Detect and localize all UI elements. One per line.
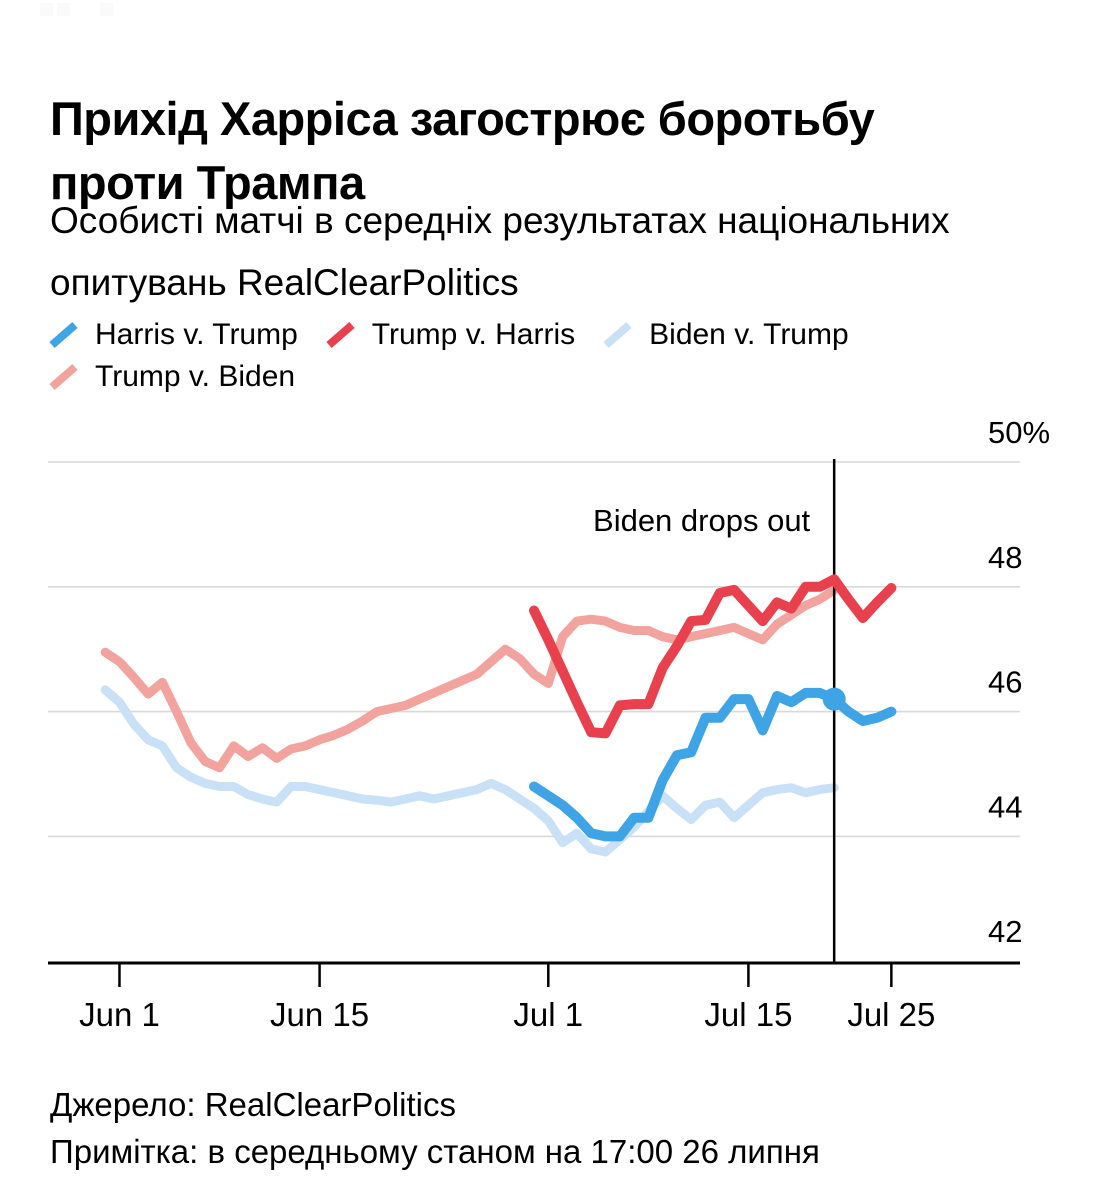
x-axis-label: Jun 15 xyxy=(270,996,369,1033)
harris-latest-point-dot xyxy=(822,687,846,711)
legend-item-trump_v_biden: Trump v. Biden xyxy=(47,360,295,394)
series-line-biden_v_trump xyxy=(100,685,839,857)
legend-item-harris_v_trump: Harris v. Trump xyxy=(47,318,298,352)
y-axis-label: 50% xyxy=(988,415,1050,450)
annotation-biden-drops-out: Biden drops out xyxy=(593,503,811,538)
x-axis-ticks: Jun 1 Jun 15 Jul 1 Jul 15 Jul 25 xyxy=(79,963,935,1033)
gridlines xyxy=(48,461,1020,838)
legend-slash-icon xyxy=(49,363,78,391)
y-axis-label: 42 xyxy=(988,914,1022,949)
legend-label: Trump v. Biden xyxy=(95,360,296,393)
watermark-square xyxy=(100,3,113,16)
series-layer-back xyxy=(100,585,839,857)
chart-subtitle: Особисті матчі в середніх результатах на… xyxy=(50,200,950,303)
note-line: Примітка: в середньому станом на 17:00 2… xyxy=(50,1133,820,1170)
series-line-trump_v_harris xyxy=(529,574,897,739)
legend-item-trump_v_harris: Trump v. Harris xyxy=(324,318,575,352)
legend-label: Harris v. Trump xyxy=(95,318,298,351)
y-axis-labels: 50% 48 46 44 42 xyxy=(988,415,1050,949)
x-axis-label: Jul 15 xyxy=(704,996,792,1033)
y-axis-label: 46 xyxy=(988,665,1022,700)
legend-slash-icon xyxy=(326,321,355,349)
page-title: Прихід Харріса загострює боротьбу проти … xyxy=(50,92,875,210)
legend-item-biden_v_trump: Biden v. Trump xyxy=(601,318,849,352)
watermark-squares xyxy=(40,3,113,16)
legend-slash-stroke xyxy=(603,321,632,349)
footer: Джерело: RealClearPolitics Примітка: в с… xyxy=(50,1081,820,1175)
x-axis-label: Jul 1 xyxy=(513,996,583,1033)
legend-label: Biden v. Trump xyxy=(649,318,849,351)
legend-slash-icon xyxy=(49,321,78,349)
legend-slash-stroke xyxy=(49,321,78,349)
y-axis-label: 48 xyxy=(988,540,1022,575)
x-axis-label: Jul 25 xyxy=(847,996,935,1033)
series-line-trump_v_biden xyxy=(100,585,839,773)
source-line: Джерело: RealClearPolitics xyxy=(50,1086,456,1123)
x-axis-label: Jun 1 xyxy=(79,996,160,1033)
legend-slash-stroke xyxy=(49,363,78,391)
legend-slash-stroke xyxy=(326,321,355,349)
watermark-square xyxy=(40,3,53,16)
y-axis-label: 44 xyxy=(988,789,1022,824)
legend-label: Trump v. Harris xyxy=(371,318,576,351)
legend-slash-icon xyxy=(603,321,632,349)
watermark-square xyxy=(57,3,70,16)
legend: Harris v. Trump Trump v. Harris Biden v. T… xyxy=(47,318,977,394)
